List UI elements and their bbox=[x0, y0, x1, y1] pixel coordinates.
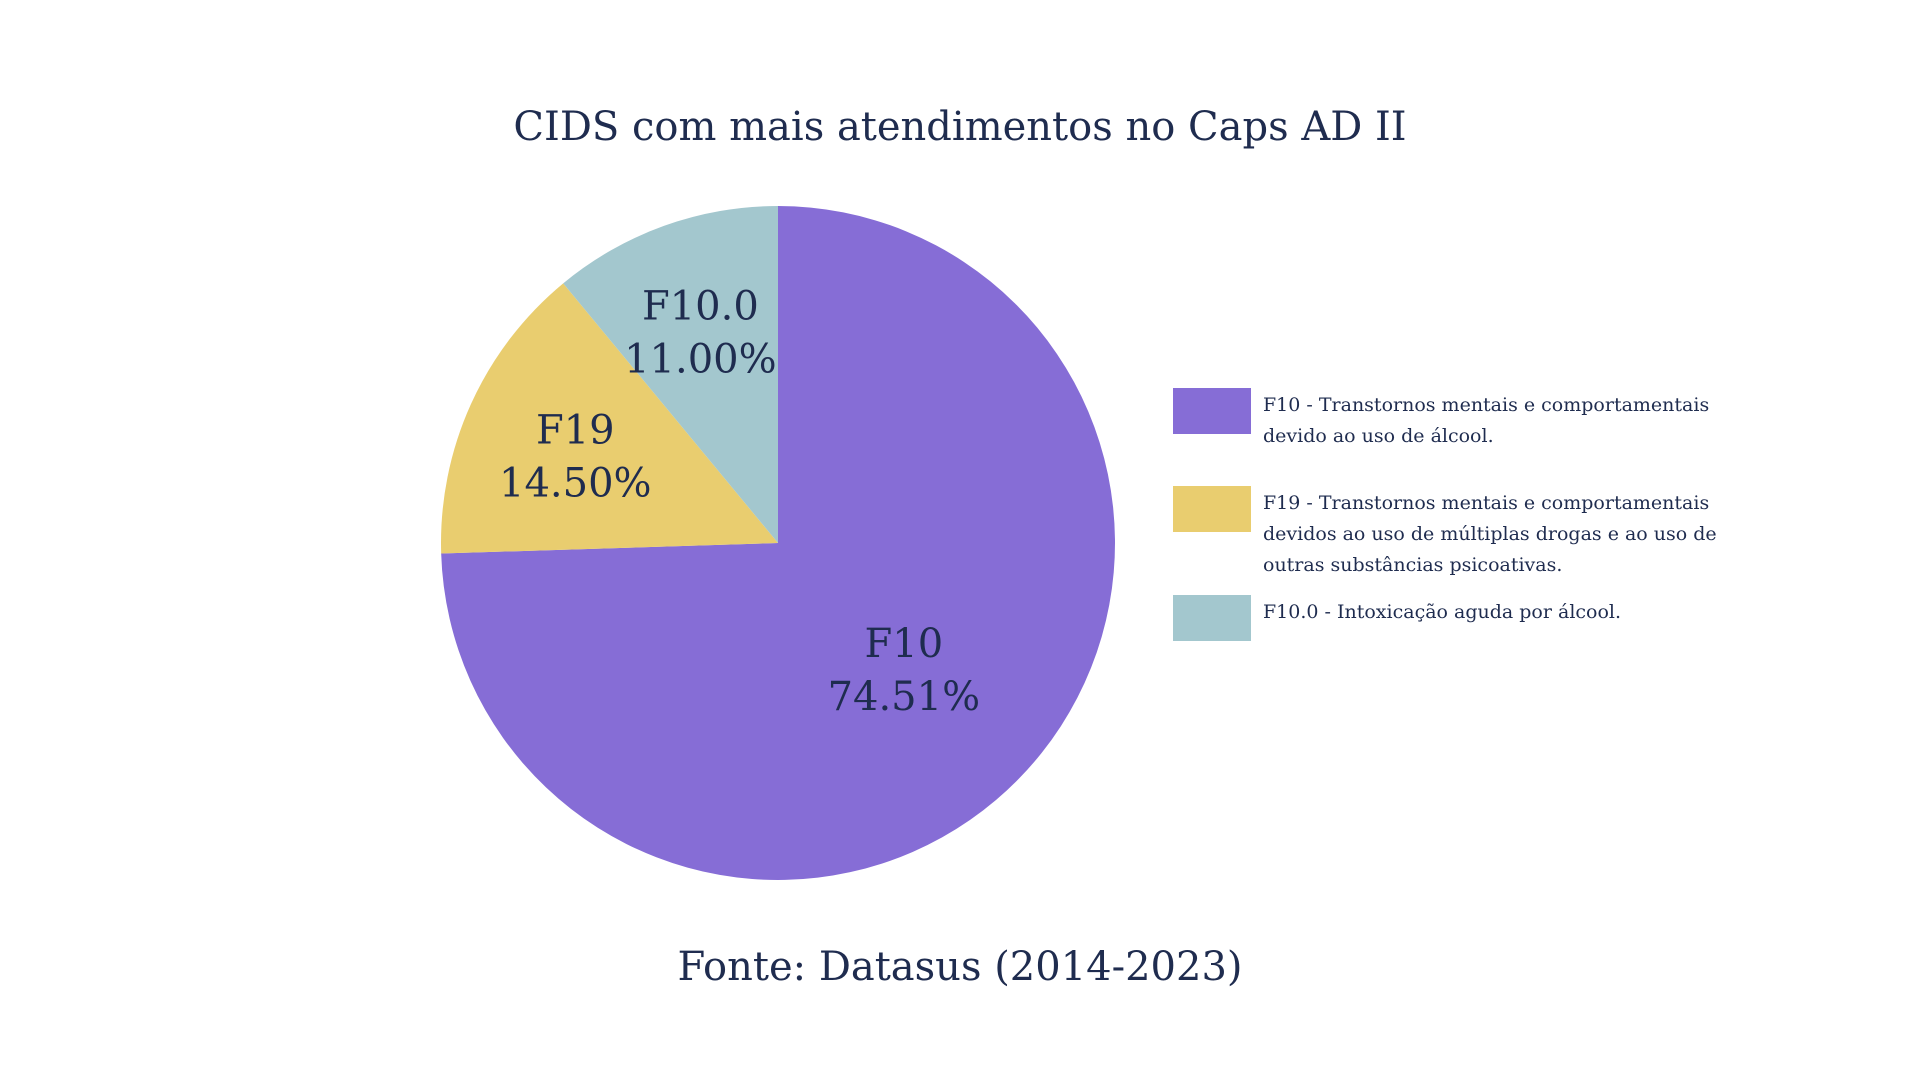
source-note: Fonte: Datasus (2014-2023) bbox=[677, 944, 1243, 990]
legend-text-f10-0: F10.0 - Intoxicação aguda por álcool. bbox=[1263, 601, 1622, 623]
slice-label-f10: F10 bbox=[865, 621, 944, 667]
slice-value-f19: 14.50% bbox=[499, 460, 652, 506]
pie-slice-f10-0 bbox=[563, 206, 778, 543]
legend-text-f10: F10 - Transtornos mentais e comportament… bbox=[1263, 394, 1710, 447]
legend-swatch-f19 bbox=[1173, 486, 1251, 532]
slice-value-f10-0: 11.00% bbox=[624, 336, 777, 382]
slice-label-f19: F19 bbox=[536, 407, 615, 453]
legend-swatch-f10 bbox=[1173, 388, 1251, 434]
pie-slice-f10 bbox=[441, 206, 1115, 880]
pie-slice-f19 bbox=[441, 283, 778, 554]
slice-value-f10: 74.51% bbox=[828, 674, 981, 720]
slice-label-f10-0: F10.0 bbox=[642, 283, 759, 329]
chart-title: CIDS com mais atendimentos no Caps AD II bbox=[513, 104, 1407, 150]
legend-item-f10: F10 - Transtornos mentais e comportament… bbox=[1173, 388, 1773, 478]
legend-swatch-f10-0 bbox=[1173, 595, 1251, 641]
legend-text-f19: F19 - Transtornos mentais e comportament… bbox=[1263, 492, 1717, 576]
legend-item-f19: F19 - Transtornos mentais e comportament… bbox=[1173, 486, 1773, 576]
legend-item-f10-0: F10.0 - Intoxicação aguda por álcool. bbox=[1173, 595, 1773, 685]
